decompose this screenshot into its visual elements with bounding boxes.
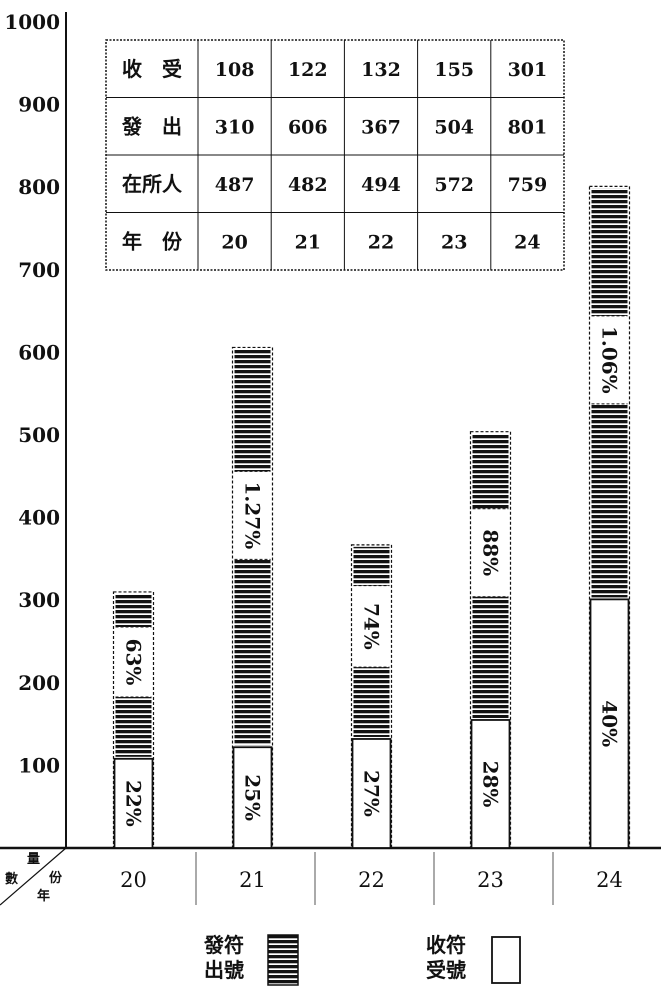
legend-item-striped: 發符 出號	[203, 933, 299, 986]
bar-label-gap	[234, 471, 271, 560]
data-label-incoming: 40%	[598, 700, 622, 747]
y-tick-label: 900	[18, 93, 60, 117]
y-tick-label: 300	[18, 588, 60, 612]
bar-incoming	[113, 757, 154, 849]
table-cell: 23	[441, 231, 467, 253]
y-tick-label: 200	[18, 671, 60, 695]
table-cell: 22	[368, 231, 394, 253]
bar-incoming	[470, 719, 511, 849]
data-label-outgoing: 1.27%	[241, 481, 265, 549]
y-tick-label: 800	[18, 175, 60, 199]
table-row-label: 年 份	[122, 229, 183, 253]
table-cell: 572	[434, 174, 474, 196]
table-row-label: 收 受	[122, 57, 182, 81]
table-cell: 606	[288, 116, 328, 138]
data-table: 收 受 108 122 132 155 301 發 出 310 606 367 504 801 在所人 4…	[105, 39, 565, 271]
x-tick-label: 23	[477, 868, 504, 892]
bar-label-gap	[115, 626, 152, 698]
x-tick-label: 21	[239, 868, 266, 892]
table-cell: 504	[434, 116, 474, 138]
bar-label-gap	[591, 315, 628, 404]
bar-incoming	[232, 746, 273, 849]
table-cell: 122	[288, 59, 328, 81]
x-tick-label: 20	[120, 868, 147, 892]
bar-incoming	[589, 598, 630, 849]
bars: 63% 22% 1.27% 25% 74% 27% 88% 28% 1.06% 40%	[112, 185, 631, 849]
table-cell: 487	[215, 174, 255, 196]
bar-group: 63% 22%	[112, 591, 155, 849]
y-tick-label: 100	[18, 753, 60, 777]
data-label-outgoing: 74%	[360, 603, 384, 650]
data-label-incoming: 27%	[360, 770, 384, 817]
legend-striped-label-line2: 出號	[204, 958, 244, 982]
corner-label-bottom: 年	[37, 888, 50, 904]
data-label-incoming: 22%	[122, 780, 146, 827]
y-tick-label: 600	[18, 340, 60, 364]
data-label-outgoing: 63%	[122, 639, 146, 686]
table-cell: 20	[221, 231, 247, 253]
table-row-label: 發 出	[121, 114, 182, 138]
table-cell: 759	[508, 174, 548, 196]
y-tick-label: 400	[18, 506, 60, 530]
bar-group: 88% 28%	[469, 431, 512, 849]
data-label-outgoing: 88%	[479, 529, 503, 576]
legend-white-label-line1: 收符	[426, 933, 466, 957]
bar-label-gap	[353, 585, 390, 668]
bar-group: 1.06% 40%	[588, 185, 631, 849]
table-cell: 367	[361, 116, 401, 138]
y-axis: 100 200 300 400 500 600 700 800 900 1000	[4, 10, 67, 848]
legend-striped-label-line1: 發符	[203, 933, 244, 957]
x-tick-label: 22	[358, 868, 385, 892]
corner-label: 量 份 數 年	[5, 852, 63, 904]
bar-label-gap	[472, 508, 509, 597]
data-label-incoming: 25%	[241, 774, 265, 821]
table-cell: 108	[215, 59, 255, 81]
bar-group: 1.27% 25%	[231, 346, 274, 849]
corner-label-bottom-left: 數	[5, 871, 18, 887]
bar-incoming	[351, 738, 392, 849]
legend: 發符 出號 收符 受號	[203, 933, 521, 986]
bar-group: 74% 27%	[350, 544, 393, 849]
legend-white-label-line2: 受號	[426, 958, 466, 982]
table-cell: 132	[361, 59, 401, 81]
table-cell: 801	[508, 116, 548, 138]
table-cell: 494	[361, 174, 401, 196]
data-label-incoming: 28%	[479, 761, 503, 808]
data-label-outgoing: 1.06%	[598, 326, 622, 394]
y-tick-label: 500	[18, 423, 60, 447]
table-cell: 155	[434, 59, 474, 81]
x-tick-label: 24	[596, 868, 623, 892]
table-cell: 301	[508, 59, 548, 81]
table-cell: 24	[514, 231, 540, 253]
table-cell: 482	[288, 174, 328, 196]
table-cell: 310	[215, 116, 255, 138]
table-cell: 21	[295, 231, 321, 253]
legend-striped-swatch	[267, 934, 299, 986]
legend-item-white: 收符 受號	[426, 933, 521, 984]
y-tick-label: 1000	[4, 10, 60, 34]
table-row-label: 在所人	[122, 172, 183, 196]
corner-label-top: 量	[27, 852, 40, 867]
corner-label-middle: 份	[49, 870, 63, 886]
y-tick-label: 700	[18, 258, 60, 282]
legend-white-swatch	[491, 936, 521, 984]
x-axis: 20 21 22 23 24 量 份 數 年	[0, 846, 661, 906]
